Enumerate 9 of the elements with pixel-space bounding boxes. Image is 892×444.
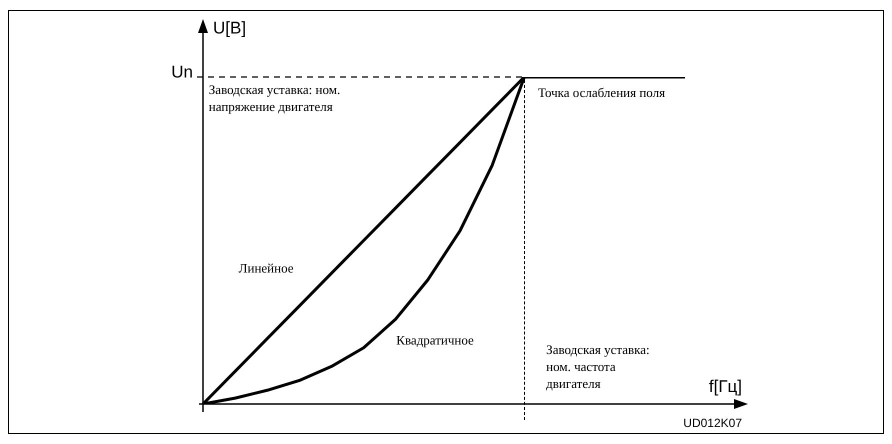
text: UD012K07 [683, 416, 742, 430]
y-axis-title: U[В] [213, 18, 246, 38]
annotation: Точка ослабления поля [538, 85, 666, 100]
ref-line-label: Un [171, 62, 193, 82]
annotation: Заводская уставка: ном. частота двигателя [546, 342, 650, 392]
annotation: Линейное [238, 260, 294, 276]
annotation: Квадратичное [396, 332, 474, 348]
annotation: Заводская уставка: ном. напряжение двигателя [208, 82, 340, 114]
x-axis-title: f[Гц] [708, 377, 742, 396]
